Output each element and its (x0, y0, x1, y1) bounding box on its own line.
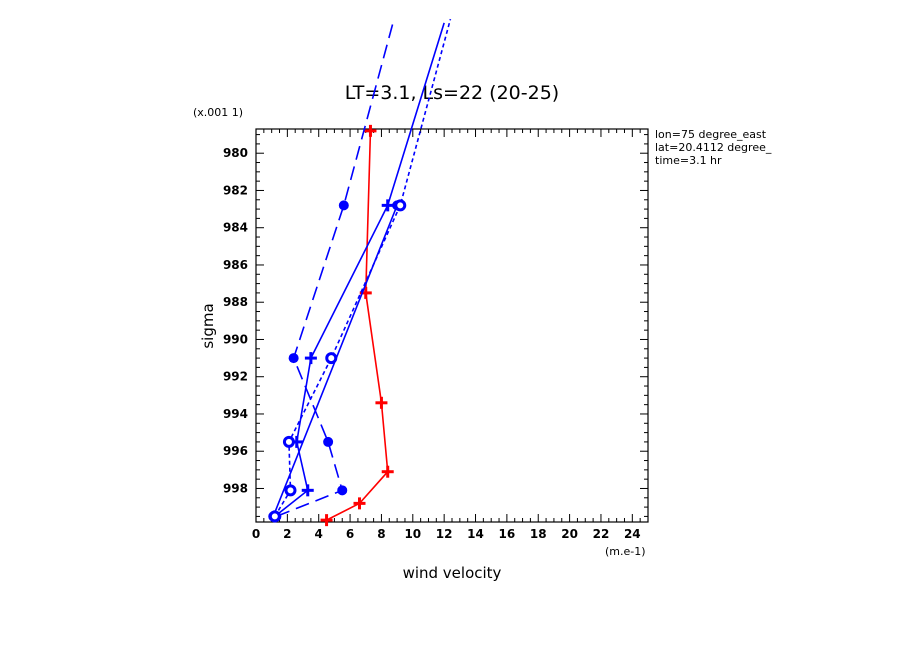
info-lon: lon=75 degree_east (655, 128, 767, 141)
plus-marker (364, 124, 377, 137)
plot-frame (255, 128, 649, 523)
plus-marker (381, 199, 394, 212)
info-lat: lat=20.4112 degree_ (655, 141, 772, 154)
x-tick-label: 2 (283, 527, 291, 541)
ring-marker (325, 352, 338, 365)
x-tick-label: 18 (530, 527, 547, 541)
x-tick-label: 10 (404, 527, 421, 541)
x-tick-label: 12 (436, 527, 453, 541)
ring-marker (282, 435, 295, 448)
dot-marker (337, 485, 348, 496)
dot-marker (288, 353, 299, 364)
series-lines (268, 18, 452, 527)
ring-marker (268, 510, 281, 523)
x-unit-label: (m.e-1) (605, 545, 646, 558)
plus-marker (301, 484, 314, 497)
y-axis-label: sigma (199, 303, 217, 348)
x-axis-label: wind velocity (403, 564, 502, 582)
series-line-1 (274, 22, 445, 518)
y-tick-label: 984 (223, 221, 248, 235)
series-line-3 (276, 18, 395, 518)
x-tick-label: 22 (593, 527, 610, 541)
ring-marker (284, 484, 297, 497)
y-tick-label: 994 (223, 407, 248, 421)
series-line-4 (274, 18, 452, 517)
y-tick-label: 988 (223, 295, 248, 309)
y-tick-label: 992 (223, 370, 248, 384)
dot-marker (338, 200, 349, 211)
plus-marker (375, 396, 388, 409)
plus-marker (381, 465, 394, 478)
plus-marker (304, 352, 317, 365)
x-tick-label: 4 (315, 527, 323, 541)
y-tick-label: 980 (223, 146, 248, 160)
y-tick-label: 998 (223, 481, 248, 495)
y-tick-label: 982 (223, 183, 248, 197)
x-tick-label: 20 (561, 527, 578, 541)
x-tick-label: 14 (467, 527, 484, 541)
dot-marker (323, 436, 334, 447)
chart-title: LT=3.1, Ls=22 (20-25) (345, 82, 559, 104)
y-tick-label: 986 (223, 258, 248, 272)
axes: 0 2 4 6 8 10 12 14 16 18 20 22 249809829849869889909… (223, 128, 649, 541)
y-unit-label: (x.001 1) (193, 106, 243, 119)
x-tick-label: 0 (252, 527, 260, 541)
series-line-0 (326, 130, 389, 521)
x-tick-label: 8 (377, 527, 385, 541)
y-tick-label: 990 (223, 332, 248, 346)
x-tick-label: 6 (346, 527, 354, 541)
ring-marker (394, 199, 407, 212)
plus-marker (320, 514, 333, 527)
x-tick-label: 16 (499, 527, 516, 541)
y-tick-label: 996 (223, 444, 248, 458)
plus-marker (353, 497, 366, 510)
info-time: time=3.1 hr (655, 154, 722, 167)
x-tick-label: 24 (624, 527, 641, 541)
